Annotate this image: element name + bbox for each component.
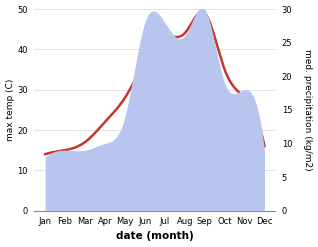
Y-axis label: max temp (C): max temp (C) — [5, 79, 15, 141]
X-axis label: date (month): date (month) — [116, 231, 194, 242]
Y-axis label: med. precipitation (kg/m2): med. precipitation (kg/m2) — [303, 49, 313, 171]
